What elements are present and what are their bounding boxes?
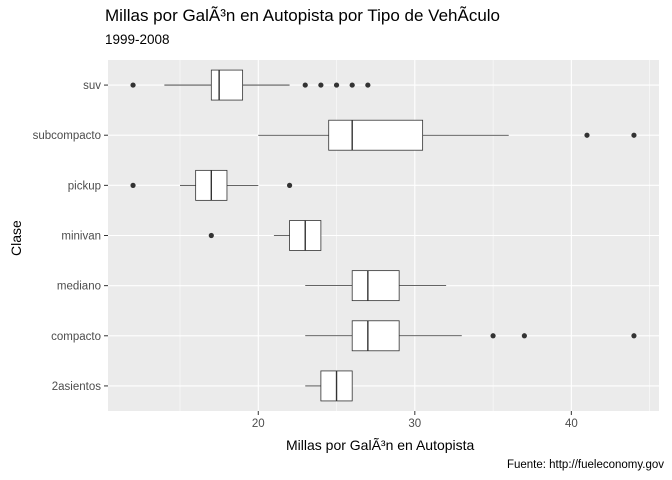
box-suv bbox=[130, 69, 371, 101]
outlier-point bbox=[584, 132, 590, 138]
chart-caption: Fuente: http://fueleconomy.gov bbox=[506, 459, 664, 471]
outlier-point bbox=[286, 182, 293, 188]
y-tick-label: mediano bbox=[57, 281, 101, 293]
box-body bbox=[328, 119, 424, 151]
y-tick-label: minivan bbox=[61, 231, 101, 243]
box-compacto bbox=[305, 320, 637, 352]
box-2asientos bbox=[305, 370, 353, 402]
outlier-point bbox=[130, 82, 136, 88]
outlier-point bbox=[302, 82, 308, 88]
y-tick-label: subcompacto bbox=[33, 130, 101, 142]
box-minivan bbox=[208, 220, 322, 251]
outlier-point bbox=[631, 333, 637, 339]
outlier-point bbox=[333, 82, 340, 88]
outlier-point bbox=[490, 333, 496, 339]
outlier-point bbox=[631, 132, 637, 138]
box-body bbox=[210, 69, 244, 101]
chart-subtitle: 1999-2008 bbox=[105, 32, 170, 47]
box-body bbox=[351, 270, 400, 302]
chart-title: Millas por GalÃ³n en Autopista por Tipo … bbox=[105, 6, 501, 25]
box-body bbox=[351, 320, 400, 352]
outlier-point bbox=[365, 82, 371, 88]
box-pickup bbox=[130, 169, 293, 201]
y-tick-label: pickup bbox=[68, 180, 101, 192]
y-tick-label: compacto bbox=[51, 331, 101, 343]
outlier-point bbox=[349, 82, 355, 88]
outlier-point bbox=[318, 82, 324, 88]
outlier-point bbox=[521, 333, 527, 339]
y-axis-label: Clase bbox=[8, 220, 24, 256]
y-tick-label: suv bbox=[83, 80, 101, 92]
x-axis-label: Millas por GalÃ³n en Autopista bbox=[286, 437, 475, 453]
outlier-point bbox=[208, 232, 214, 239]
box-subcompacto bbox=[258, 119, 637, 151]
x-tick-label: 40 bbox=[565, 418, 578, 430]
x-tick-label: 30 bbox=[408, 418, 421, 430]
x-tick-label: 20 bbox=[252, 418, 265, 430]
box-mediano bbox=[305, 270, 447, 302]
y-tick-label: 2asientos bbox=[52, 381, 101, 393]
outlier-point bbox=[130, 182, 136, 188]
